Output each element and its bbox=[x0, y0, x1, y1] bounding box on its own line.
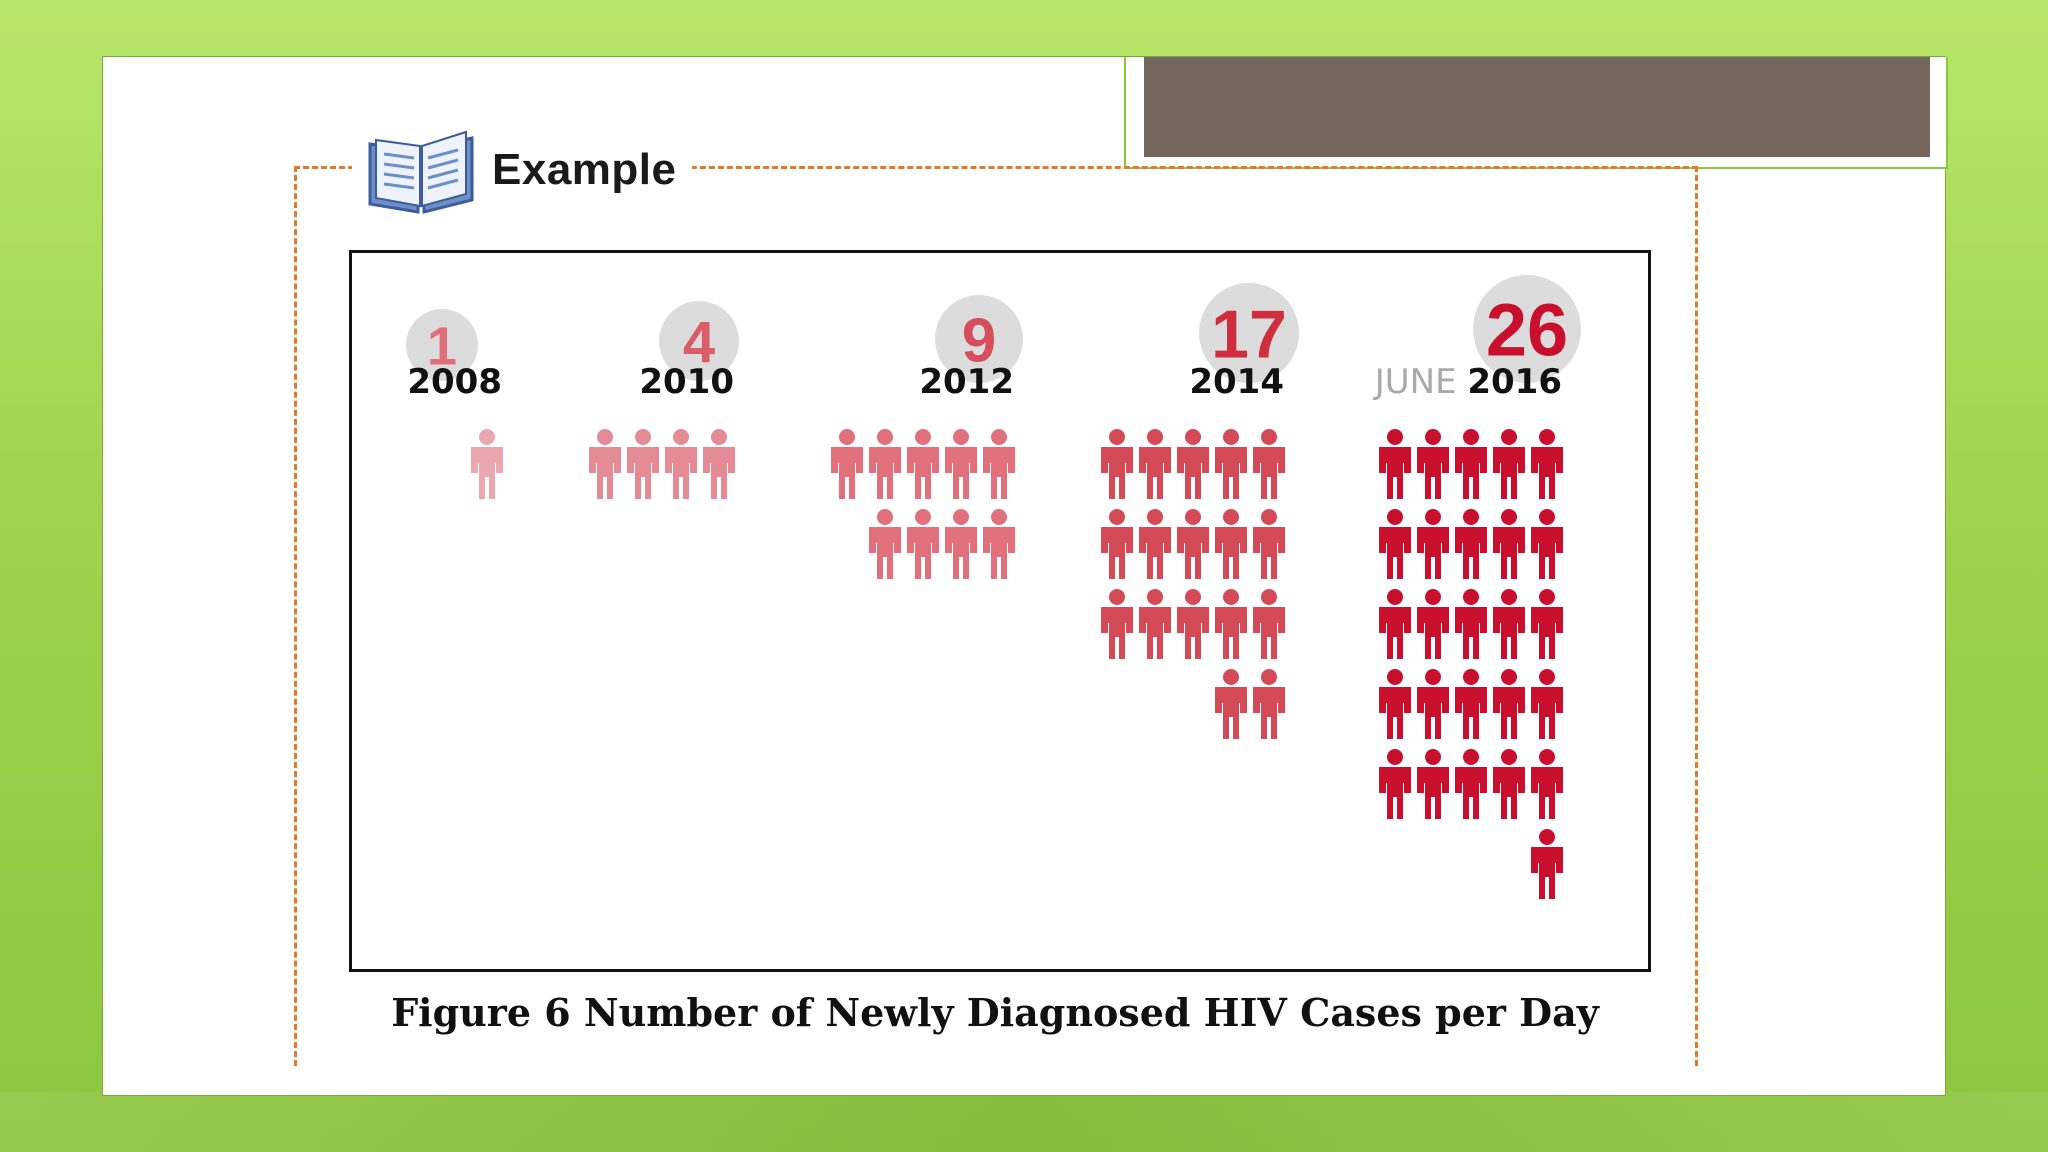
person-icon bbox=[1417, 589, 1449, 659]
person-icon bbox=[869, 429, 901, 499]
year-value: 2014 bbox=[1189, 362, 1284, 402]
person-icon bbox=[907, 429, 939, 499]
person-icon bbox=[1177, 589, 1209, 659]
value-label: 26 bbox=[1486, 289, 1568, 372]
person-icon bbox=[1531, 669, 1563, 739]
person-icon bbox=[1215, 669, 1247, 739]
person-icon bbox=[1177, 429, 1209, 499]
person-icon bbox=[471, 429, 503, 499]
person-icon bbox=[1493, 669, 1525, 739]
person-icon bbox=[1253, 429, 1285, 499]
person-icon bbox=[1455, 669, 1487, 739]
value-label: 17 bbox=[1211, 296, 1287, 372]
person-icon bbox=[703, 429, 735, 499]
person-icon bbox=[983, 509, 1015, 579]
person-icon bbox=[1215, 589, 1247, 659]
person-icon bbox=[1215, 429, 1247, 499]
person-icon bbox=[1101, 429, 1133, 499]
person-icon bbox=[1177, 509, 1209, 579]
year-value: 2010 bbox=[639, 362, 734, 402]
person-icon bbox=[1379, 509, 1411, 579]
value-badge bbox=[935, 295, 1023, 383]
person-icon bbox=[1379, 669, 1411, 739]
year-label: 2010 bbox=[639, 362, 734, 402]
value-label: 9 bbox=[962, 306, 996, 375]
title-placeholder-frame bbox=[1124, 57, 1948, 169]
person-icon bbox=[1455, 429, 1487, 499]
person-icon bbox=[665, 429, 697, 499]
person-icon bbox=[1139, 589, 1171, 659]
person-icon bbox=[1215, 509, 1247, 579]
person-icon bbox=[1139, 509, 1171, 579]
person-icon bbox=[907, 509, 939, 579]
year-label: 2012 bbox=[919, 362, 1014, 402]
year-label: 2014 bbox=[1189, 362, 1284, 402]
person-icon bbox=[945, 429, 977, 499]
person-icon bbox=[1493, 589, 1525, 659]
example-dashed-frame bbox=[294, 166, 1698, 1066]
example-header: Example bbox=[352, 120, 692, 220]
person-icon bbox=[1101, 589, 1133, 659]
person-icon bbox=[1531, 509, 1563, 579]
value-badge bbox=[659, 301, 739, 381]
value-badge bbox=[406, 309, 478, 381]
year-value: 2016 bbox=[1467, 362, 1562, 402]
figure-caption: Figure 6 Number of Newly Diagnosed HIV C… bbox=[391, 990, 1599, 1035]
person-icon bbox=[1455, 589, 1487, 659]
person-icon bbox=[1493, 509, 1525, 579]
person-icon bbox=[589, 429, 621, 499]
person-icon bbox=[1253, 589, 1285, 659]
background-stripe bbox=[0, 1092, 2048, 1152]
person-icon bbox=[1379, 749, 1411, 819]
person-icon bbox=[1101, 509, 1133, 579]
person-icon bbox=[1253, 509, 1285, 579]
person-icon bbox=[1531, 429, 1563, 499]
person-icon bbox=[831, 429, 863, 499]
person-icon bbox=[1417, 509, 1449, 579]
person-icon bbox=[627, 429, 659, 499]
person-icon bbox=[1531, 589, 1563, 659]
person-icon bbox=[1531, 829, 1563, 899]
person-icon bbox=[1379, 589, 1411, 659]
open-book-icon bbox=[368, 130, 474, 214]
person-icon bbox=[1253, 669, 1285, 739]
example-label: Example bbox=[492, 145, 677, 194]
value-label: 1 bbox=[427, 316, 457, 376]
year-value: 2008 bbox=[407, 362, 502, 402]
person-icon bbox=[1455, 749, 1487, 819]
person-icon bbox=[1417, 429, 1449, 499]
person-icon bbox=[1531, 749, 1563, 819]
person-icon bbox=[945, 509, 977, 579]
value-badge bbox=[1473, 275, 1581, 383]
value-badge bbox=[1199, 283, 1299, 383]
person-icon bbox=[1417, 749, 1449, 819]
person-icon bbox=[1455, 509, 1487, 579]
person-icon bbox=[1379, 429, 1411, 499]
person-icon bbox=[869, 509, 901, 579]
person-icon bbox=[1493, 749, 1525, 819]
title-placeholder bbox=[1144, 57, 1930, 157]
person-icon bbox=[1417, 669, 1449, 739]
year-prefix: JUNE bbox=[1373, 362, 1468, 402]
year-label: JUNE 2016 bbox=[1373, 362, 1562, 402]
person-icon bbox=[1139, 429, 1171, 499]
person-icon bbox=[1493, 429, 1525, 499]
value-label: 4 bbox=[683, 310, 715, 375]
chart-frame: 1 2008 4 2010 9 2012 17 2014 26 JUNE 2016 bbox=[349, 250, 1651, 972]
person-icon bbox=[983, 429, 1015, 499]
year-value: 2012 bbox=[919, 362, 1014, 402]
year-label: 2008 bbox=[407, 362, 502, 402]
